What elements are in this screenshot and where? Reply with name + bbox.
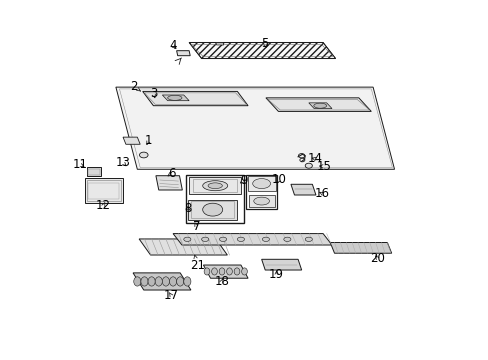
Ellipse shape [183,237,190,242]
Polygon shape [84,178,123,203]
Text: 7: 7 [192,220,200,233]
Polygon shape [162,95,189,101]
Ellipse shape [141,277,148,286]
Ellipse shape [226,268,232,275]
Text: 8: 8 [184,202,191,215]
Text: 2: 2 [130,80,140,93]
Polygon shape [139,239,227,255]
Ellipse shape [219,237,226,242]
Ellipse shape [207,183,222,189]
Text: 15: 15 [316,160,330,173]
Polygon shape [188,200,237,220]
Polygon shape [261,259,301,270]
Polygon shape [116,87,394,169]
Polygon shape [247,176,275,191]
Text: 4: 4 [169,39,177,52]
Ellipse shape [203,268,209,275]
Ellipse shape [313,103,326,108]
Ellipse shape [219,268,224,275]
Polygon shape [329,243,391,253]
Text: 6: 6 [167,167,175,180]
Polygon shape [142,91,247,106]
Ellipse shape [134,277,141,286]
Ellipse shape [148,277,155,286]
Polygon shape [189,177,241,194]
Polygon shape [123,137,140,144]
Text: 11: 11 [73,158,87,171]
Polygon shape [156,176,182,190]
Polygon shape [248,195,274,207]
Polygon shape [203,265,247,278]
Ellipse shape [169,277,176,286]
Text: 17: 17 [163,288,178,302]
Ellipse shape [139,152,148,158]
Ellipse shape [241,268,247,275]
Ellipse shape [155,277,162,286]
Text: 19: 19 [268,268,284,281]
Ellipse shape [203,181,227,191]
Text: 21: 21 [189,255,204,271]
Ellipse shape [167,95,182,100]
Ellipse shape [203,203,222,216]
Ellipse shape [211,268,217,275]
Text: 12: 12 [96,199,111,212]
Ellipse shape [162,277,169,286]
Ellipse shape [262,237,269,242]
Text: 18: 18 [214,275,228,288]
Text: 5: 5 [261,37,268,50]
Text: 13: 13 [115,156,130,169]
Ellipse shape [253,197,269,205]
Ellipse shape [305,237,312,242]
Ellipse shape [305,163,312,168]
Polygon shape [87,167,101,176]
Polygon shape [176,51,190,56]
Text: 1: 1 [145,134,152,147]
Ellipse shape [283,237,290,242]
Text: 16: 16 [314,187,329,200]
Polygon shape [133,273,190,290]
Text: 9: 9 [240,174,247,186]
Polygon shape [265,98,370,111]
Ellipse shape [252,179,270,189]
Polygon shape [216,43,224,45]
Ellipse shape [176,277,183,286]
Polygon shape [308,103,331,109]
Polygon shape [189,42,335,59]
Text: 10: 10 [271,173,286,186]
Text: 14: 14 [307,152,322,166]
Ellipse shape [237,237,244,242]
Ellipse shape [201,237,208,242]
Ellipse shape [183,277,190,286]
Text: 20: 20 [369,252,384,265]
Text: 3: 3 [149,87,157,100]
Polygon shape [290,184,315,195]
Polygon shape [173,234,331,245]
Ellipse shape [234,268,240,275]
